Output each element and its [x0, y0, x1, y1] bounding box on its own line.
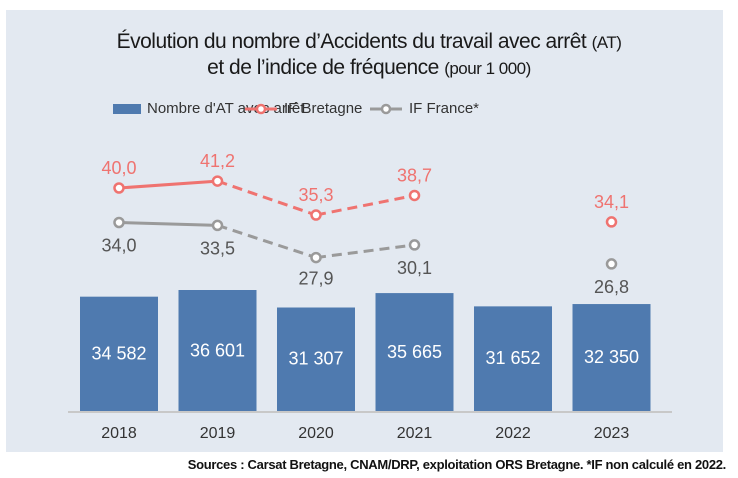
bar-label: 31 307	[288, 348, 343, 368]
point-bretagne-2018	[113, 182, 125, 194]
chart-title-line1: Évolution du nombre d’Accidents du trava…	[116, 30, 622, 53]
point-france-2020	[310, 251, 322, 264]
line-segment-bretagne	[118, 179, 218, 190]
bar-label: 35 665	[387, 342, 442, 362]
point-label: 41,2	[200, 151, 235, 171]
line-segment-france	[315, 243, 415, 260]
bar-2020	[277, 307, 355, 411]
bar-2021	[375, 293, 454, 411]
x-tick-label: 2018	[101, 425, 137, 442]
point-france-2021	[408, 239, 421, 251]
legend-line-grey-icon	[370, 103, 402, 114]
line-segment-france	[217, 223, 317, 260]
bar-2022	[474, 306, 552, 411]
point-france-2018	[113, 216, 125, 229]
point-label: 30,1	[397, 258, 432, 278]
point-bretagne-2020	[310, 209, 322, 221]
bar-label: 36 601	[190, 341, 245, 361]
x-tick-label: 2023	[594, 425, 630, 442]
point-bretagne-2019	[211, 175, 224, 187]
line-segment-france	[118, 221, 218, 227]
legend-bar-swatch	[113, 103, 141, 114]
source-note: Sources : Carsat Bretagne, CNAM/DRP, exp…	[187, 457, 727, 472]
point-label: 34,1	[594, 192, 629, 212]
bar-2018	[80, 296, 158, 411]
point-label: 38,7	[397, 165, 432, 185]
x-tick-label: 2022	[495, 425, 531, 442]
x-tick-label: 2020	[298, 425, 334, 442]
point-bretagne-2021	[408, 189, 421, 202]
point-france-2023	[605, 258, 618, 270]
point-label: 27,9	[298, 269, 333, 289]
legend-label: IF Bretagne	[284, 100, 363, 117]
legend-line-red-icon	[245, 103, 277, 114]
point-label: 33,5	[200, 238, 235, 258]
legend-if-bretagne: IF Bretagne	[244, 100, 362, 117]
legend-if-france: IF France*	[369, 100, 479, 117]
point-label: 26,8	[594, 277, 629, 297]
legend-label: Nombre d'AT avec arrêt	[147, 100, 305, 117]
legend-bars: Nombre d'AT avec arrêt	[113, 100, 304, 117]
x-tick-label: 2019	[200, 425, 236, 442]
x-tick-label: 2021	[397, 425, 433, 442]
point-label: 34,0	[101, 236, 136, 256]
line-segment-bretagne	[315, 194, 415, 217]
bar-2023	[572, 304, 651, 411]
bar-label: 34 582	[91, 344, 146, 364]
point-label: 40,0	[101, 158, 136, 178]
point-bretagne-2023	[605, 216, 618, 228]
point-france-2019	[211, 219, 224, 232]
line-segment-bretagne	[217, 179, 317, 217]
bar-2019	[178, 290, 257, 411]
point-label: 35,3	[298, 185, 333, 205]
bar-label: 32 350	[584, 347, 639, 367]
chart-title-line2: et de l’indice de fréquence (pour 1 000)	[207, 56, 531, 79]
legend-label: IF France*	[409, 100, 480, 117]
bar-label: 31 652	[485, 348, 540, 368]
